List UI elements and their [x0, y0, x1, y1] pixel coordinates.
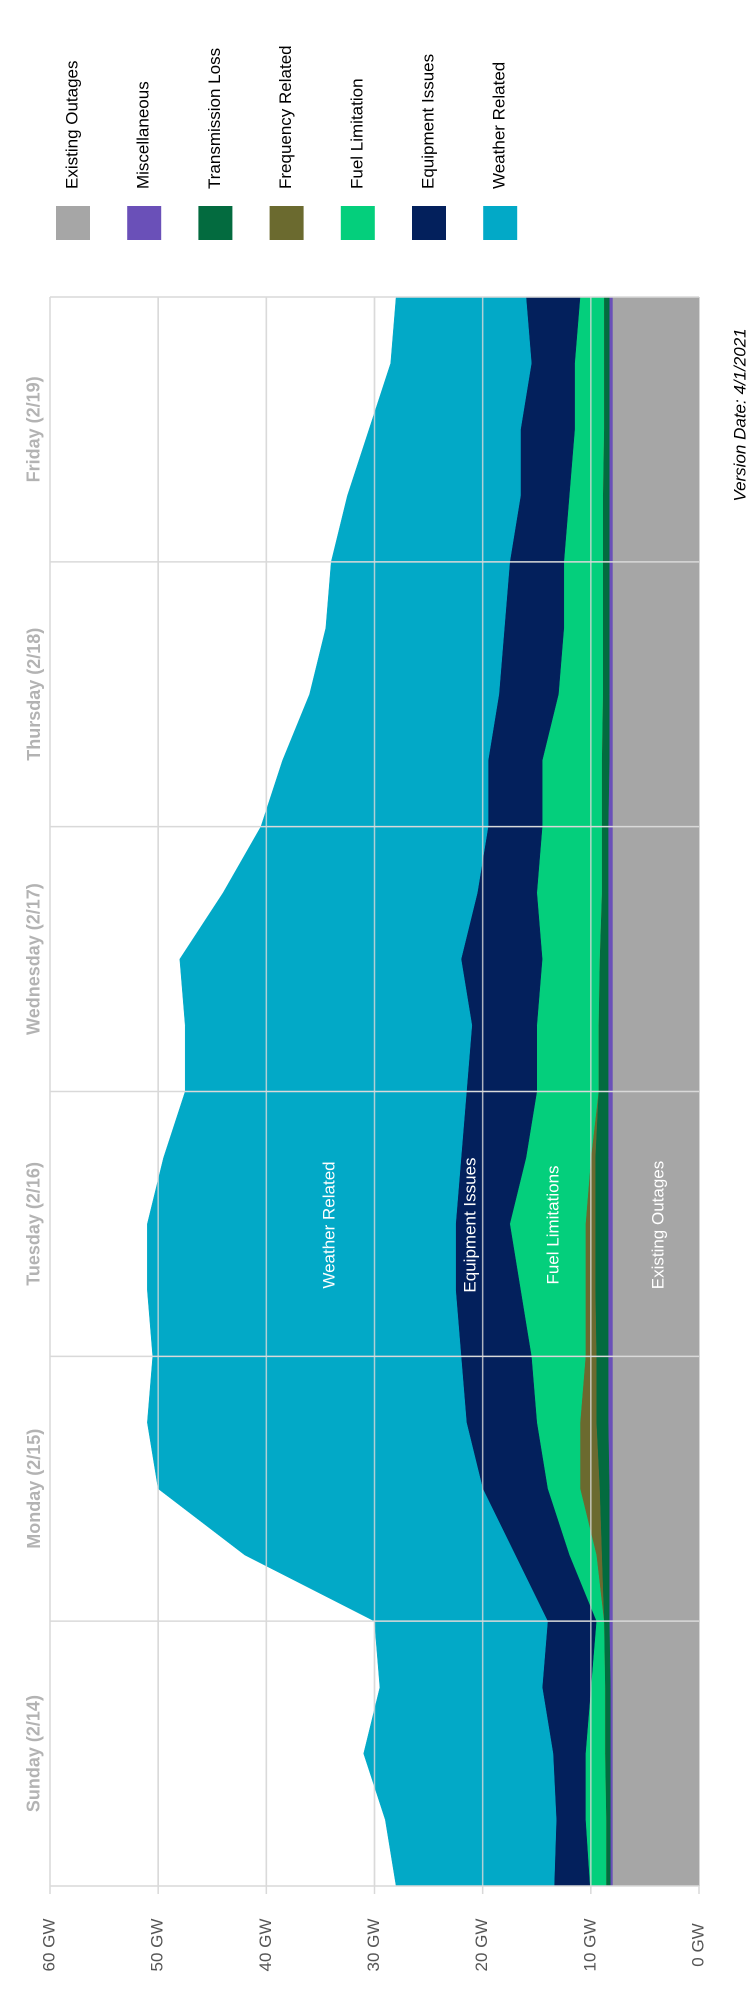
legend-label: Existing Outages — [62, 60, 81, 189]
y-tick-label: 10 GW — [580, 1919, 599, 1972]
x-tick-label: Tuesday (2/16) — [24, 1162, 44, 1286]
legend-swatch — [269, 206, 304, 240]
legend-swatch — [412, 206, 446, 240]
legend-swatch — [127, 206, 162, 240]
annotation: Weather Related — [319, 1161, 338, 1288]
legend-swatch — [198, 206, 233, 240]
annotation: Equipment Issues — [460, 1157, 479, 1292]
version-note: Version Date: 4/1/2021 — [730, 328, 749, 501]
legend-label: Fuel Limitation — [347, 78, 366, 189]
x-tick-label: Sunday (2/14) — [24, 1695, 44, 1812]
legend-label: Transmission Loss — [205, 48, 224, 189]
legend-swatch — [340, 206, 375, 240]
y-tick-label: 30 GW — [364, 1919, 383, 1972]
annotation: Fuel Limitations — [543, 1165, 562, 1284]
legend-label: Miscellaneous — [134, 81, 153, 189]
x-tick-label: Monday (2/15) — [24, 1429, 44, 1549]
legend-label: Frequency Related — [276, 45, 295, 189]
x-tick-label: Friday (2/19) — [24, 376, 44, 482]
x-tick-label: Wednesday (2/17) — [24, 883, 44, 1035]
legend-label: Weather Related — [490, 62, 509, 189]
legend-label: Equipment Issues — [418, 54, 437, 189]
legend-swatch — [483, 206, 518, 240]
legend-swatch — [56, 206, 90, 240]
x-tick-label: Thursday (2/18) — [24, 628, 44, 761]
y-tick-label: 40 GW — [256, 1919, 275, 1972]
y-tick-label: 20 GW — [472, 1919, 491, 1972]
y-tick-label: 60 GW — [39, 1919, 58, 1972]
y-tick-label: 0 GW — [688, 1923, 707, 1966]
annotation: Existing Outages — [648, 1161, 667, 1290]
y-tick-label: 50 GW — [148, 1919, 167, 1972]
